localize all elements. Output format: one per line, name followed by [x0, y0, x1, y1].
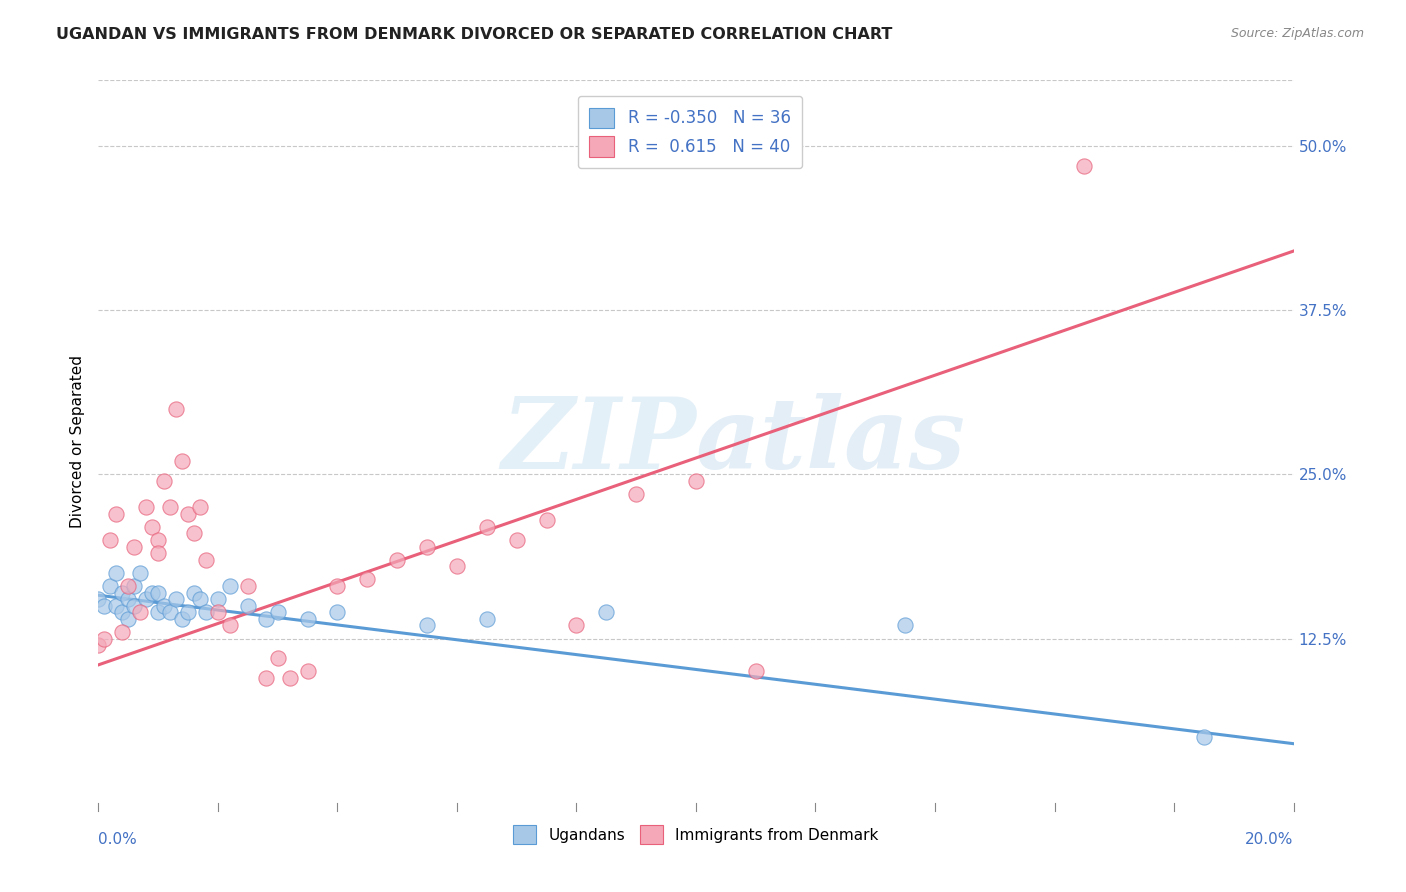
Point	[207, 592, 229, 607]
Point	[165, 592, 187, 607]
Point	[236, 579, 259, 593]
Legend: Ugandans, Immigrants from Denmark: Ugandans, Immigrants from Denmark	[503, 816, 889, 853]
Point	[416, 618, 439, 632]
Point	[183, 526, 205, 541]
Point	[195, 605, 218, 619]
Point	[148, 605, 170, 619]
Point	[297, 665, 319, 679]
Point	[195, 553, 218, 567]
Point	[172, 612, 194, 626]
Point	[236, 599, 259, 613]
Point	[506, 533, 529, 547]
Point	[117, 612, 139, 626]
Point	[385, 553, 409, 567]
Point	[98, 579, 122, 593]
Point	[219, 618, 242, 632]
Point	[87, 638, 110, 652]
Text: ZIP: ZIP	[501, 393, 696, 490]
Point	[188, 500, 211, 515]
Point	[135, 500, 157, 515]
Point	[745, 665, 768, 679]
Point	[356, 573, 378, 587]
Point	[98, 533, 122, 547]
Point	[297, 612, 319, 626]
Point	[124, 579, 146, 593]
Point	[1192, 730, 1215, 744]
Point	[124, 599, 146, 613]
Point	[93, 599, 115, 613]
Point	[111, 625, 134, 640]
Point	[685, 474, 707, 488]
Point	[536, 513, 558, 527]
Point	[894, 618, 917, 632]
Point	[141, 585, 163, 599]
Point	[626, 487, 648, 501]
Point	[165, 401, 187, 416]
Point	[267, 651, 290, 665]
Point	[111, 605, 134, 619]
Point	[188, 592, 211, 607]
Point	[254, 671, 277, 685]
Point	[153, 599, 176, 613]
Point	[105, 507, 128, 521]
Point	[219, 579, 242, 593]
Point	[183, 585, 205, 599]
Point	[172, 454, 194, 468]
Point	[416, 540, 439, 554]
Point	[177, 605, 200, 619]
Point	[159, 500, 181, 515]
Point	[129, 566, 152, 580]
Point	[87, 592, 110, 607]
Point	[1073, 159, 1095, 173]
Point	[326, 605, 349, 619]
Text: 20.0%: 20.0%	[1246, 831, 1294, 847]
Point	[141, 520, 163, 534]
Text: Source: ZipAtlas.com: Source: ZipAtlas.com	[1230, 27, 1364, 40]
Point	[278, 671, 301, 685]
Point	[475, 612, 498, 626]
Point	[207, 605, 229, 619]
Point	[565, 618, 588, 632]
Point	[124, 540, 146, 554]
Text: 0.0%: 0.0%	[98, 831, 138, 847]
Point	[177, 507, 200, 521]
Point	[105, 566, 128, 580]
Point	[148, 585, 170, 599]
Point	[117, 579, 139, 593]
Point	[446, 559, 468, 574]
Point	[111, 585, 134, 599]
Text: UGANDAN VS IMMIGRANTS FROM DENMARK DIVORCED OR SEPARATED CORRELATION CHART: UGANDAN VS IMMIGRANTS FROM DENMARK DIVOR…	[56, 27, 893, 42]
Point	[148, 533, 170, 547]
Point	[595, 605, 617, 619]
Point	[254, 612, 277, 626]
Point	[267, 605, 290, 619]
Point	[117, 592, 139, 607]
Point	[105, 599, 128, 613]
Point	[159, 605, 181, 619]
Y-axis label: Divorced or Separated: Divorced or Separated	[69, 355, 84, 528]
Point	[135, 592, 157, 607]
Point	[153, 474, 176, 488]
Point	[129, 605, 152, 619]
Point	[148, 546, 170, 560]
Point	[326, 579, 349, 593]
Point	[475, 520, 498, 534]
Text: atlas: atlas	[696, 393, 966, 490]
Point	[93, 632, 115, 646]
